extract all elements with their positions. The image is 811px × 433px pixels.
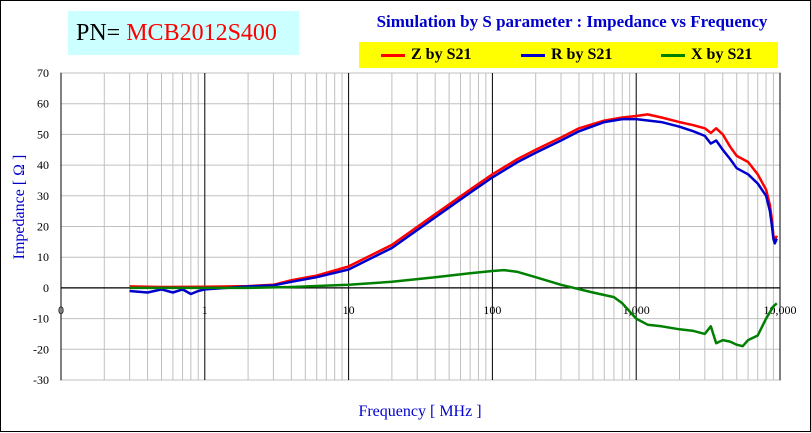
x-tick-label: 100 <box>483 303 501 317</box>
legend-swatch-z <box>381 54 405 57</box>
y-axis-title: Impedance [ Ω ] <box>11 155 28 260</box>
y-tick-label: 0 <box>43 281 49 295</box>
y-tick-label: 20 <box>37 220 49 234</box>
y-tick-label: 70 <box>37 66 49 80</box>
x-tick-label: 1 <box>202 303 208 317</box>
legend-label-r: R by S21 <box>551 46 613 63</box>
part-number-label: PN= <box>76 20 121 46</box>
y-tick-label: 50 <box>37 127 49 141</box>
y-tick-label: 60 <box>37 97 49 111</box>
y-tick-label: -10 <box>33 312 49 326</box>
y-tick-label: 30 <box>37 189 49 203</box>
y-tick-label: 10 <box>37 250 49 264</box>
chart-title: Simulation by S parameter : Impedance vs… <box>376 12 768 31</box>
series-line-z <box>129 113 778 289</box>
series-line-x <box>129 268 778 348</box>
x-axis-title: Frequency [ MHz ] <box>358 403 481 420</box>
y-tick-label: -20 <box>33 342 49 356</box>
y-tick-label: -30 <box>33 373 49 387</box>
data-series <box>129 113 778 348</box>
part-number-value: MCB2012S400 <box>126 20 277 46</box>
legend-swatch-r <box>521 54 545 57</box>
chart-legend: Z by S21 R by S21 X by S21 <box>359 42 778 68</box>
x-tick-label: 0 <box>58 303 64 317</box>
legend-label-z: Z by S21 <box>411 46 472 63</box>
legend-label-x: X by S21 <box>691 46 753 63</box>
x-tick-label: 10 <box>343 303 355 317</box>
legend-swatch-x <box>661 54 685 57</box>
part-number-box: PN= MCB2012S400 <box>68 11 299 55</box>
y-tick-label: 40 <box>37 158 49 172</box>
x-tick-label: 10,000 <box>764 303 797 317</box>
series-line-r <box>129 117 778 296</box>
x-tick-label: 1,000 <box>623 303 650 317</box>
